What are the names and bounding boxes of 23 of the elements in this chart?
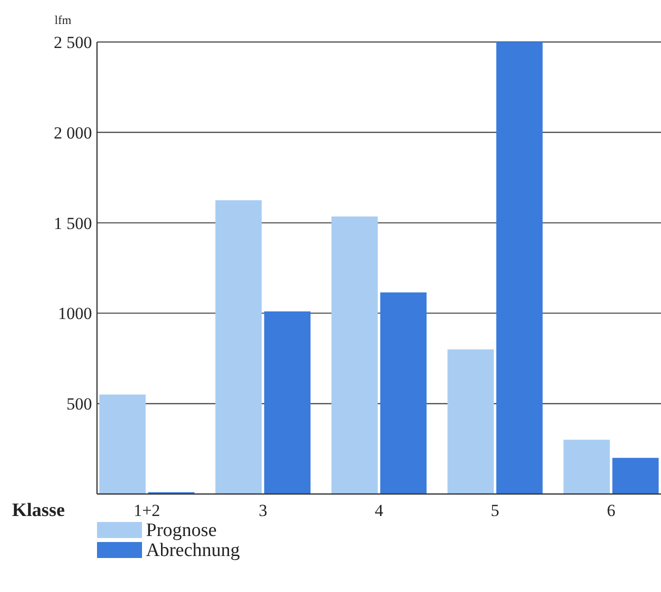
x-tick-label: 4 <box>374 501 384 520</box>
bar <box>331 216 378 494</box>
bar <box>264 311 311 494</box>
x-tick-label: 6 <box>606 501 616 520</box>
y-axis-title: lfm <box>54 13 72 27</box>
bar <box>447 349 494 494</box>
x-axis-title: Klasse <box>12 500 65 521</box>
x-tick-label: 1+2 <box>134 501 160 520</box>
x-tick-label: 3 <box>258 501 268 520</box>
bar <box>215 200 262 494</box>
y-tick-label: 1000 <box>58 304 92 324</box>
y-tick-label: 1 500 <box>54 214 92 233</box>
bar <box>99 394 146 494</box>
x-tick-label: 5 <box>490 501 500 520</box>
y-tick-label: 500 <box>66 394 92 414</box>
bar <box>612 458 659 494</box>
bar <box>564 440 610 494</box>
y-tick-label: 2 500 <box>54 32 92 52</box>
y-tick-label: 2 000 <box>54 123 92 142</box>
legend-label: Abrechnung <box>146 540 240 561</box>
bar <box>380 292 427 494</box>
legend-label: Prognose <box>146 520 217 541</box>
bar <box>496 42 543 494</box>
